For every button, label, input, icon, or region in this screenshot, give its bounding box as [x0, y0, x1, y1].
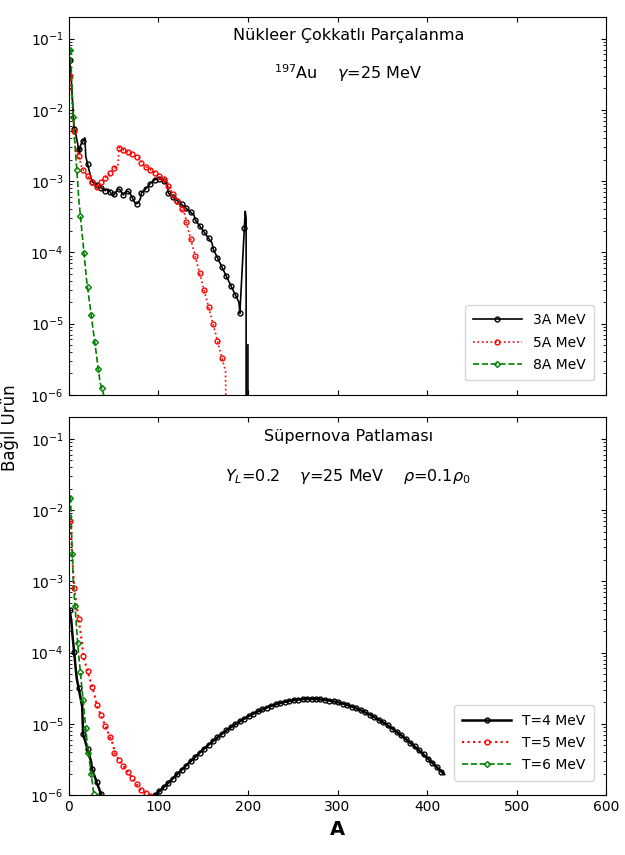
T=6 MeV: [73, 626, 81, 636]
5A MeV: [222, 461, 230, 471]
Legend: 3A MeV, 5A MeV, 8A MeV: 3A MeV, 5A MeV, 8A MeV: [465, 305, 594, 380]
T=6 MeV: [66, 492, 73, 503]
T=6 MeV: [75, 649, 82, 659]
T=4 MeV: [197, 747, 204, 758]
T=4 MeV: [66, 604, 73, 615]
Legend: T=4 MeV, T=5 MeV, T=6 MeV: T=4 MeV, T=5 MeV, T=6 MeV: [454, 705, 594, 781]
X-axis label: A: A: [330, 820, 345, 839]
5A MeV: [66, 71, 73, 81]
5A MeV: [112, 162, 119, 173]
T=5 MeV: [113, 752, 121, 763]
T=6 MeV: [90, 789, 98, 799]
T=5 MeV: [199, 828, 207, 838]
T=5 MeV: [319, 828, 327, 838]
T=5 MeV: [204, 828, 211, 838]
5A MeV: [185, 227, 192, 237]
8A MeV: [94, 357, 101, 368]
T=5 MeV: [237, 828, 244, 838]
T=5 MeV: [276, 828, 283, 838]
5A MeV: [226, 461, 233, 471]
3A MeV: [99, 184, 106, 194]
3A MeV: [244, 340, 252, 351]
T=6 MeV: [125, 828, 132, 838]
Text: Bağıl Ürün: Bağıl Ürün: [0, 384, 19, 471]
Text: $^{197}$Au    $\gamma$=25 MeV: $^{197}$Au $\gamma$=25 MeV: [274, 62, 422, 84]
T=6 MeV: [121, 828, 129, 838]
Line: T=6 MeV: T=6 MeV: [68, 496, 131, 834]
8A MeV: [89, 323, 97, 333]
8A MeV: [134, 448, 141, 458]
5A MeV: [94, 180, 102, 191]
3A MeV: [229, 284, 236, 294]
5A MeV: [136, 153, 143, 163]
T=5 MeV: [81, 657, 89, 667]
T=4 MeV: [441, 770, 448, 780]
T=5 MeV: [194, 825, 201, 835]
5A MeV: [79, 165, 87, 175]
3A MeV: [77, 140, 84, 150]
8A MeV: [104, 402, 111, 412]
T=6 MeV: [92, 810, 100, 820]
Line: 5A MeV: 5A MeV: [68, 74, 231, 469]
T=4 MeV: [381, 718, 388, 728]
8A MeV: [88, 316, 96, 327]
8A MeV: [96, 371, 103, 381]
T=6 MeV: [112, 828, 119, 838]
8A MeV: [66, 44, 73, 55]
T=4 MeV: [125, 818, 132, 828]
3A MeV: [73, 134, 81, 144]
Text: $Y_L$=0.2    $\gamma$=25 MeV    $\rho$=0.1$\rho_0$: $Y_L$=0.2 $\gamma$=25 MeV $\rho$=0.1$\rh…: [226, 467, 471, 486]
Text: Süpernova Patlaması: Süpernova Patlaması: [264, 429, 432, 444]
T=4 MeV: [354, 704, 361, 714]
8A MeV: [115, 448, 122, 458]
Line: T=4 MeV: T=4 MeV: [68, 607, 446, 826]
3A MeV: [66, 55, 73, 65]
5A MeV: [81, 167, 89, 177]
Line: 8A MeV: 8A MeV: [68, 48, 140, 456]
Text: Nükleer Çokkatlı Parçalanma: Nükleer Çokkatlı Parçalanma: [232, 28, 464, 44]
T=6 MeV: [96, 828, 103, 838]
T=4 MeV: [115, 818, 122, 828]
3A MeV: [235, 298, 242, 308]
3A MeV: [113, 185, 121, 195]
T=4 MeV: [127, 818, 134, 828]
T=4 MeV: [398, 731, 406, 741]
Line: T=5 MeV: T=5 MeV: [68, 519, 326, 834]
T=5 MeV: [66, 516, 73, 527]
Line: 3A MeV: 3A MeV: [68, 57, 251, 855]
8A MeV: [79, 239, 87, 249]
